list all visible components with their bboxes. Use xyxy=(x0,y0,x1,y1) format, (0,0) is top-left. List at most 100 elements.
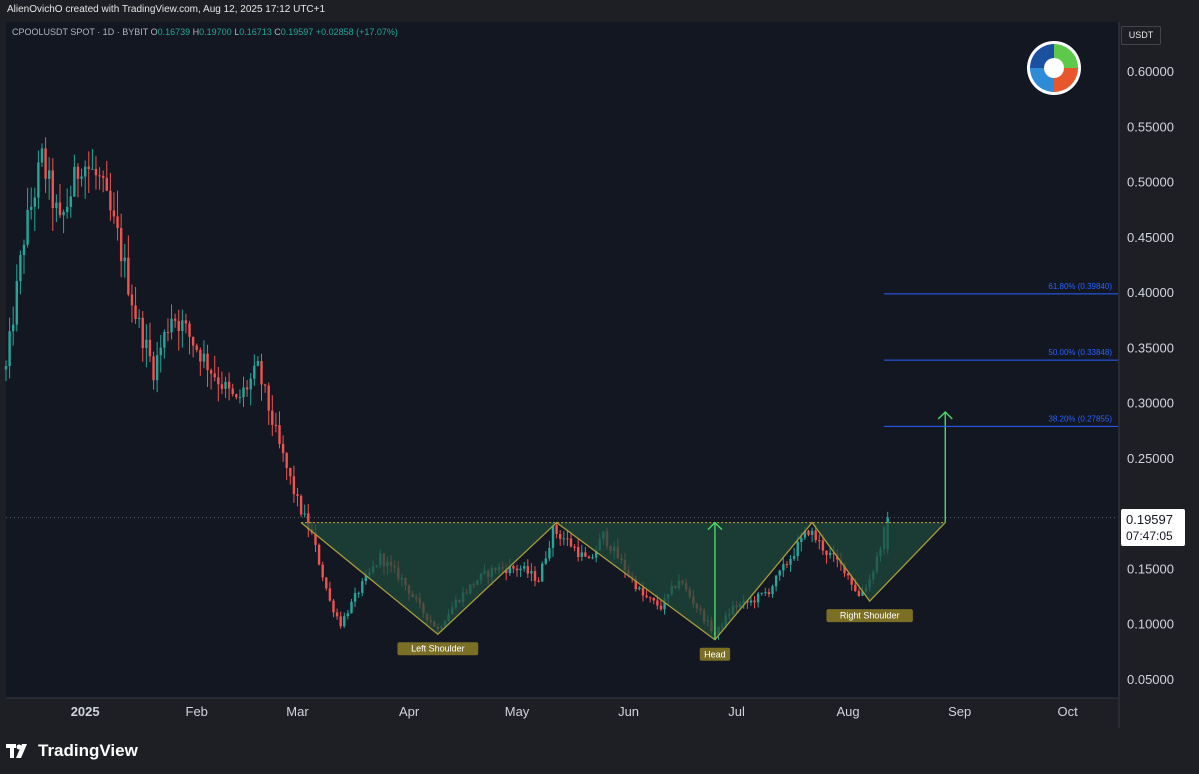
candle-body xyxy=(753,600,756,603)
candle-body xyxy=(289,468,292,477)
candle-body xyxy=(80,176,83,179)
x-tick-label: Mar xyxy=(286,704,309,719)
candle-body xyxy=(148,339,152,357)
candle-body xyxy=(69,196,72,207)
candle-body xyxy=(65,206,69,212)
y-tick-label: 0.40000 xyxy=(1127,285,1174,300)
candle-body xyxy=(544,558,548,564)
candle-body xyxy=(274,424,278,426)
candle-body xyxy=(764,592,767,594)
high-value: 0.19700 xyxy=(199,27,232,37)
candle-body xyxy=(26,209,29,245)
candle-body xyxy=(285,453,288,469)
high-label: H xyxy=(192,27,200,37)
candle-body xyxy=(325,577,328,589)
candle-body xyxy=(796,541,799,557)
open-value: 0.16739 xyxy=(157,27,191,37)
candle-body xyxy=(832,552,835,555)
candle-body xyxy=(206,353,209,371)
candle-body xyxy=(576,547,580,558)
x-tick-label: May xyxy=(505,704,530,719)
candle-body xyxy=(235,394,238,398)
pattern-label-box xyxy=(397,642,479,656)
candle-body xyxy=(267,385,270,411)
candle-body xyxy=(771,586,774,595)
candle-body xyxy=(76,166,80,179)
candle-body xyxy=(652,598,655,601)
candle-body xyxy=(260,361,263,385)
footer-brand[interactable]: TradingView xyxy=(6,736,138,766)
pattern-label-box xyxy=(826,609,913,623)
candle-body xyxy=(242,387,245,398)
candle-body xyxy=(591,557,594,559)
low-value: 0.16713 xyxy=(239,27,272,37)
candle-body xyxy=(271,410,274,425)
low-label: L xyxy=(234,27,240,37)
candle-body xyxy=(303,513,306,515)
candle-body xyxy=(854,584,857,592)
currency-button[interactable]: USDT xyxy=(1121,26,1161,45)
x-tick-label: 2025 xyxy=(71,704,100,719)
candle-body xyxy=(73,166,76,197)
y-tick-label: 0.10000 xyxy=(1127,617,1174,632)
candle-body xyxy=(195,345,198,350)
candle-body xyxy=(292,476,296,495)
y-tick-label: 0.05000 xyxy=(1127,672,1174,687)
candle-body xyxy=(332,600,335,613)
candle-body xyxy=(51,170,54,209)
candle-body xyxy=(296,494,299,496)
pattern-label: Right Shoulder xyxy=(826,609,913,623)
y-tick-label: 0.50000 xyxy=(1127,175,1174,190)
candle-body xyxy=(238,397,242,399)
candle-body xyxy=(33,197,36,207)
y-tick-label: 0.45000 xyxy=(1127,230,1174,245)
candle-body xyxy=(807,530,810,535)
candle-body xyxy=(253,365,256,379)
arrow-head xyxy=(707,521,723,531)
candle-body xyxy=(4,366,8,370)
candle-body xyxy=(357,592,360,594)
candle-body xyxy=(523,566,526,569)
candle-body xyxy=(339,616,342,627)
tradingview-logo-icon xyxy=(6,744,27,758)
candle-body xyxy=(857,591,861,596)
candle-body xyxy=(861,591,864,596)
candle-body xyxy=(803,530,807,538)
candle-body xyxy=(350,601,353,614)
candle-body xyxy=(526,566,530,574)
symbol-name: CPOOLUSDT SPOT · 1D · BYBIT xyxy=(12,27,149,37)
candle-body xyxy=(364,575,368,582)
target-arrow xyxy=(937,411,953,523)
candle-body xyxy=(530,571,533,574)
fib-level-label: 50.00% (0.33848) xyxy=(1048,348,1112,357)
candle-body xyxy=(181,320,184,332)
candle-body xyxy=(62,211,65,216)
candle-body xyxy=(648,597,652,599)
chart-svg[interactable]: Left Shoulder Head Right Shoulder 61.80% (… xyxy=(0,0,1199,736)
arrow-head xyxy=(937,411,953,420)
candle-body xyxy=(40,148,44,163)
candle-body xyxy=(37,162,40,198)
candle-body xyxy=(299,495,303,515)
candle-body xyxy=(541,563,544,582)
candle-body xyxy=(105,177,108,191)
candle-body xyxy=(83,166,87,177)
candle-body xyxy=(594,550,598,558)
x-tick-label: Sep xyxy=(948,704,971,719)
fib-level-label: 61.80% (0.39840) xyxy=(1048,282,1112,291)
pattern-label: Head xyxy=(699,647,731,661)
candle-body xyxy=(217,377,220,385)
pattern-label-text: Right Shoulder xyxy=(840,611,900,621)
candle-body xyxy=(814,530,817,541)
fib-layer: 61.80% (0.39840) 50.00% (0.33848) 38.20% (… xyxy=(884,282,1118,427)
candle-body xyxy=(562,538,565,540)
last-price-value: 0.19597 xyxy=(1126,512,1173,527)
candle-body xyxy=(317,544,321,565)
change-value: +0.02858 (+17.07%) xyxy=(315,27,398,37)
candle-body xyxy=(145,339,148,349)
candle-body xyxy=(166,331,170,333)
candle-body xyxy=(346,613,350,617)
candle-body xyxy=(818,540,821,542)
candle-body xyxy=(98,175,101,177)
x-tick-label: Apr xyxy=(399,704,420,719)
